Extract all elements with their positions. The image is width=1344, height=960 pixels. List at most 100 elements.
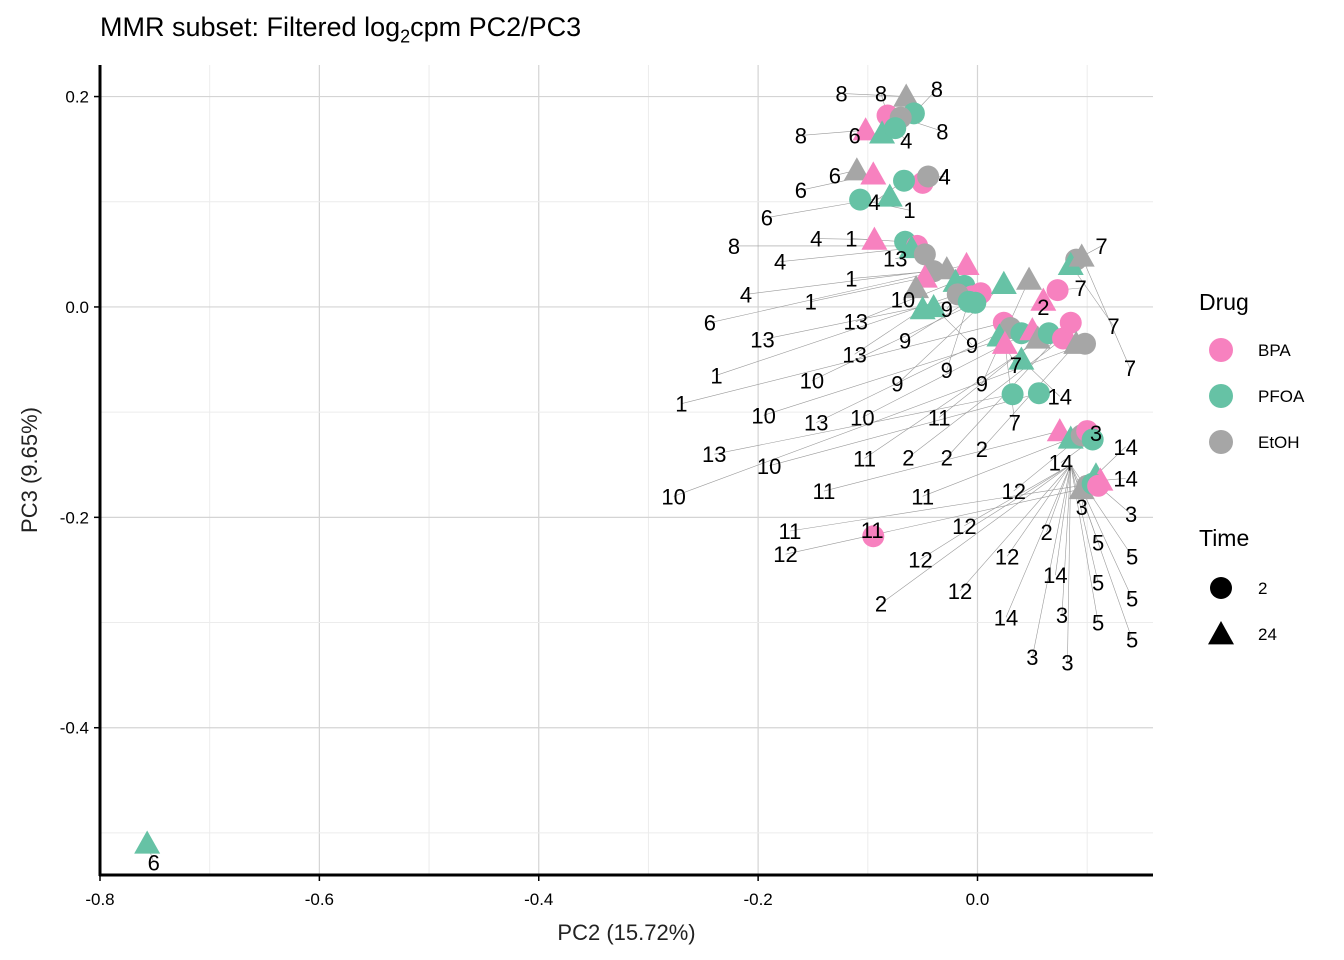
point-label: 14 — [994, 605, 1018, 630]
point-label: 10 — [661, 484, 685, 509]
chart-title-tail: cpm PC2/PC3 — [410, 12, 582, 42]
data-point-circle — [1087, 474, 1110, 497]
point-label: 12 — [995, 544, 1019, 569]
point-label: 10 — [850, 405, 874, 430]
point-label: 8 — [728, 234, 740, 259]
y-tick-label: 0.2 — [65, 88, 89, 107]
chart-title: MMR subset: Filtered log2cpm PC2/PC3 — [100, 12, 581, 47]
point-label: 9 — [899, 329, 911, 354]
label-connector — [1055, 464, 1072, 576]
point-label: 12 — [952, 514, 976, 539]
point-label: 13 — [842, 342, 866, 367]
point-label: 6 — [704, 311, 716, 336]
point-label: 6 — [795, 178, 807, 203]
point-label: 1 — [675, 392, 687, 417]
point-label: 2 — [902, 445, 914, 470]
y-axis-title: PC3 (9.65%) — [17, 407, 42, 533]
label-connector — [1061, 464, 1072, 616]
point-label: 2 — [941, 445, 953, 470]
x-tick-label: -0.2 — [743, 890, 772, 909]
point-label: 4 — [900, 129, 912, 154]
point-label: 4 — [938, 165, 950, 190]
label-connector — [769, 392, 1040, 467]
point-label: 14 — [1049, 451, 1073, 476]
data-point-triangle — [861, 226, 888, 250]
label-connector — [1032, 464, 1072, 658]
data-point-triangle — [903, 275, 930, 299]
x-tick-label: -0.8 — [85, 890, 114, 909]
legend-label-time: 2 — [1258, 579, 1267, 598]
label-connector — [785, 488, 1082, 555]
y-tick-label: -0.2 — [60, 508, 89, 527]
point-label: 8 — [875, 81, 887, 106]
point-label: 10 — [891, 288, 915, 313]
legend-label-time: 24 — [1258, 625, 1277, 644]
data-point-circle — [893, 169, 916, 192]
label-connector — [800, 129, 866, 136]
label-connector — [816, 327, 1011, 423]
point-label: 13 — [844, 310, 868, 335]
point-label: 1 — [845, 227, 857, 252]
point-label: 3 — [1061, 651, 1073, 676]
point-label: 9 — [966, 333, 978, 358]
point-label: 13 — [750, 328, 774, 353]
point-label: 2 — [875, 592, 887, 617]
chart-title-main: MMR subset: Filtered log — [100, 12, 401, 42]
point-label: 2 — [1040, 520, 1052, 545]
data-point-triangle — [920, 293, 947, 318]
legend-key-time-circle — [1210, 577, 1232, 599]
point-label: 5 — [1126, 586, 1138, 611]
label-connector — [880, 464, 1071, 604]
label-connector — [855, 281, 956, 322]
label-connector — [714, 393, 1013, 455]
data-point-circle — [862, 525, 885, 548]
x-tick-label: -0.6 — [305, 890, 334, 909]
data-point-circle — [1081, 428, 1104, 451]
point-label: 13 — [702, 442, 726, 467]
point-label: 3 — [1026, 645, 1038, 670]
point-label: 9 — [891, 372, 903, 397]
point-label: 8 — [936, 119, 948, 144]
label-connector — [1070, 264, 1114, 327]
legend-label-pfoa: PFOA — [1258, 387, 1305, 406]
label-connector — [810, 277, 925, 302]
label-connector — [823, 430, 1060, 492]
point-label: 9 — [976, 372, 988, 397]
point-label: 3 — [1076, 495, 1088, 520]
point-label: 11 — [911, 484, 934, 509]
label-connector — [959, 464, 1071, 592]
data-point-circle — [964, 291, 987, 314]
legend: Drug BPA PFOA EtOH Time 2 24 — [1199, 289, 1305, 645]
point-label: 6 — [148, 850, 160, 875]
label-connector — [789, 483, 1093, 532]
data-point-triangle — [953, 251, 980, 276]
data-point-triangle — [869, 120, 896, 144]
data-point-circle — [884, 117, 907, 140]
data-point-triangle — [134, 830, 161, 854]
label-connector — [1070, 464, 1099, 583]
label-connector — [841, 93, 907, 97]
data-point-circle — [917, 165, 940, 188]
point-label: 12 — [773, 542, 797, 567]
point-label: 6 — [829, 163, 841, 188]
point-label: 4 — [810, 227, 822, 252]
data-point-triangle — [990, 270, 1017, 294]
label-connector — [922, 438, 1071, 497]
data-points — [134, 83, 1114, 854]
data-point-circle — [849, 188, 872, 211]
data-point-circle — [1027, 382, 1050, 405]
label-connector — [1081, 256, 1131, 369]
label-connector — [964, 464, 1071, 527]
data-point-triangle — [1008, 346, 1035, 370]
point-label: 4 — [774, 250, 786, 275]
point-label: 5 — [1092, 571, 1104, 596]
y-tick-label: 0.0 — [65, 298, 89, 317]
point-label: 5 — [1092, 531, 1104, 556]
data-point-triangle — [1016, 266, 1043, 290]
point-label: 12 — [948, 579, 972, 604]
label-connector — [763, 332, 1022, 416]
point-label: 2 — [976, 437, 988, 462]
data-point-triangle — [1068, 243, 1095, 267]
point-label: 14 — [1113, 466, 1137, 491]
